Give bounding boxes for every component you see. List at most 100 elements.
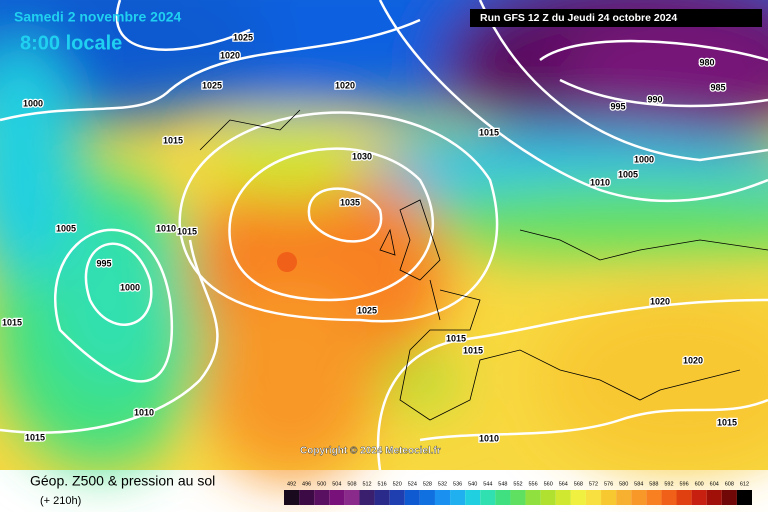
- scale-swatch: [616, 490, 632, 505]
- scale-label: 524: [408, 481, 417, 487]
- scale-swatch: [706, 490, 722, 505]
- isobar-label: 985: [710, 82, 725, 92]
- run: Run GFS 12 Z du Jeudi 24 octobre 2024: [480, 12, 677, 24]
- scale-swatch: [495, 490, 511, 505]
- run-box: [470, 9, 762, 27]
- scale-label: 536: [453, 481, 462, 487]
- isobar-label: 1025: [233, 32, 253, 42]
- isobar: [0, 239, 219, 434]
- color-scale: 492 496 500 504 508 512 516 520 524 528 532 536 540 5…: [284, 481, 752, 505]
- scale-swatch: [284, 490, 300, 505]
- scale-label: 540: [468, 481, 477, 487]
- isobar: [478, 0, 768, 162]
- z500-field: [0, 0, 768, 480]
- isobar-label: 1010: [590, 177, 610, 187]
- scale-label: 580: [619, 481, 628, 487]
- scale-swatch: [419, 490, 435, 505]
- scale-label: 556: [529, 481, 538, 487]
- scale-label: 496: [302, 481, 311, 487]
- isobar-label: 990: [647, 94, 662, 104]
- isobars: [0, 0, 768, 471]
- scale-label: 504: [332, 481, 341, 487]
- isobar: [419, 398, 768, 442]
- scale-swatch: [434, 490, 451, 505]
- scale-swatch: [736, 490, 752, 505]
- scale-swatch: [676, 490, 692, 505]
- scale-label: 544: [483, 481, 492, 487]
- isobar: [84, 242, 153, 326]
- scale-swatch: [691, 490, 707, 505]
- scale-swatch: [450, 490, 466, 505]
- scale-label: 528: [423, 481, 432, 487]
- isobar-label: 1015: [463, 345, 483, 355]
- scale-label: 568: [574, 481, 583, 487]
- isobar-label: 1000: [634, 154, 654, 164]
- isobar-label: 1015: [479, 127, 499, 137]
- scale-swatch: [646, 490, 662, 505]
- scale-label: 576: [604, 481, 613, 487]
- isobar-label: 1015: [177, 226, 197, 236]
- isobar-label: 1000: [120, 282, 140, 292]
- scale-swatch: [359, 490, 375, 505]
- scale-swatch: [721, 490, 737, 505]
- scale-swatch: [585, 490, 602, 505]
- scale-swatch: [540, 490, 556, 505]
- scale-label: 548: [498, 481, 507, 487]
- isobar-label: 1010: [134, 407, 154, 417]
- isobar: [378, 0, 768, 203]
- scale-label: 560: [544, 481, 553, 487]
- scale-swatch: [661, 490, 677, 505]
- scale-swatch: [389, 490, 405, 505]
- isobar-label: 1020: [683, 355, 703, 365]
- scale-label: 492: [287, 481, 296, 487]
- isobar: [53, 228, 174, 383]
- isobar-label: 1015: [446, 333, 466, 343]
- isobar-label: 1025: [357, 305, 377, 315]
- isobar-label: 1005: [618, 169, 638, 179]
- legend-lead: (+ 210h): [40, 495, 81, 507]
- isobar: [115, 0, 251, 51]
- scale-label: 500: [317, 481, 326, 487]
- scale-swatch: [601, 490, 617, 505]
- scale-label: 588: [649, 481, 658, 487]
- scale-label: 592: [664, 481, 673, 487]
- scale-swatch: [631, 490, 647, 505]
- scale-label: 512: [362, 481, 371, 487]
- isobar-label: 995: [610, 101, 625, 111]
- scale-label: 572: [589, 481, 598, 487]
- scale-swatch: [525, 490, 541, 505]
- isobar-label: 1015: [2, 317, 22, 327]
- scale-swatch: [329, 490, 345, 505]
- scale-label: 612: [740, 481, 749, 487]
- scale-label: 584: [634, 481, 643, 487]
- scale-swatch: [465, 490, 481, 505]
- isobar-label: 1020: [335, 80, 355, 90]
- scale-label: 596: [679, 481, 688, 487]
- copyright: Copyright © 2024 Meteociel.fr: [300, 446, 441, 457]
- scale-label: 516: [378, 481, 387, 487]
- scale-swatch: [570, 490, 586, 505]
- scale-label: 608: [725, 481, 734, 487]
- isobar-label: 980: [699, 57, 714, 67]
- coastlines: [199, 109, 768, 421]
- scale-swatch: [314, 490, 330, 505]
- time: 8:00 locale: [20, 32, 122, 54]
- isobar: [376, 298, 768, 471]
- isobar: [178, 111, 499, 323]
- isobar-label: 1015: [717, 417, 737, 427]
- isobar-label: 1005: [56, 223, 76, 233]
- isobar: [0, 18, 421, 122]
- scale-swatch: [510, 490, 526, 505]
- scale-label: 564: [559, 481, 568, 487]
- isobar-label: 1015: [163, 135, 183, 145]
- isobar-label: 1025: [202, 80, 222, 90]
- scale-label: 552: [513, 481, 522, 487]
- scale-swatch: [344, 490, 360, 505]
- isobar-label: 1000: [23, 98, 43, 108]
- scale-label: 508: [347, 481, 356, 487]
- isobar: [228, 147, 434, 302]
- scale-label: 604: [710, 481, 719, 487]
- isobar-label: 1030: [352, 151, 372, 161]
